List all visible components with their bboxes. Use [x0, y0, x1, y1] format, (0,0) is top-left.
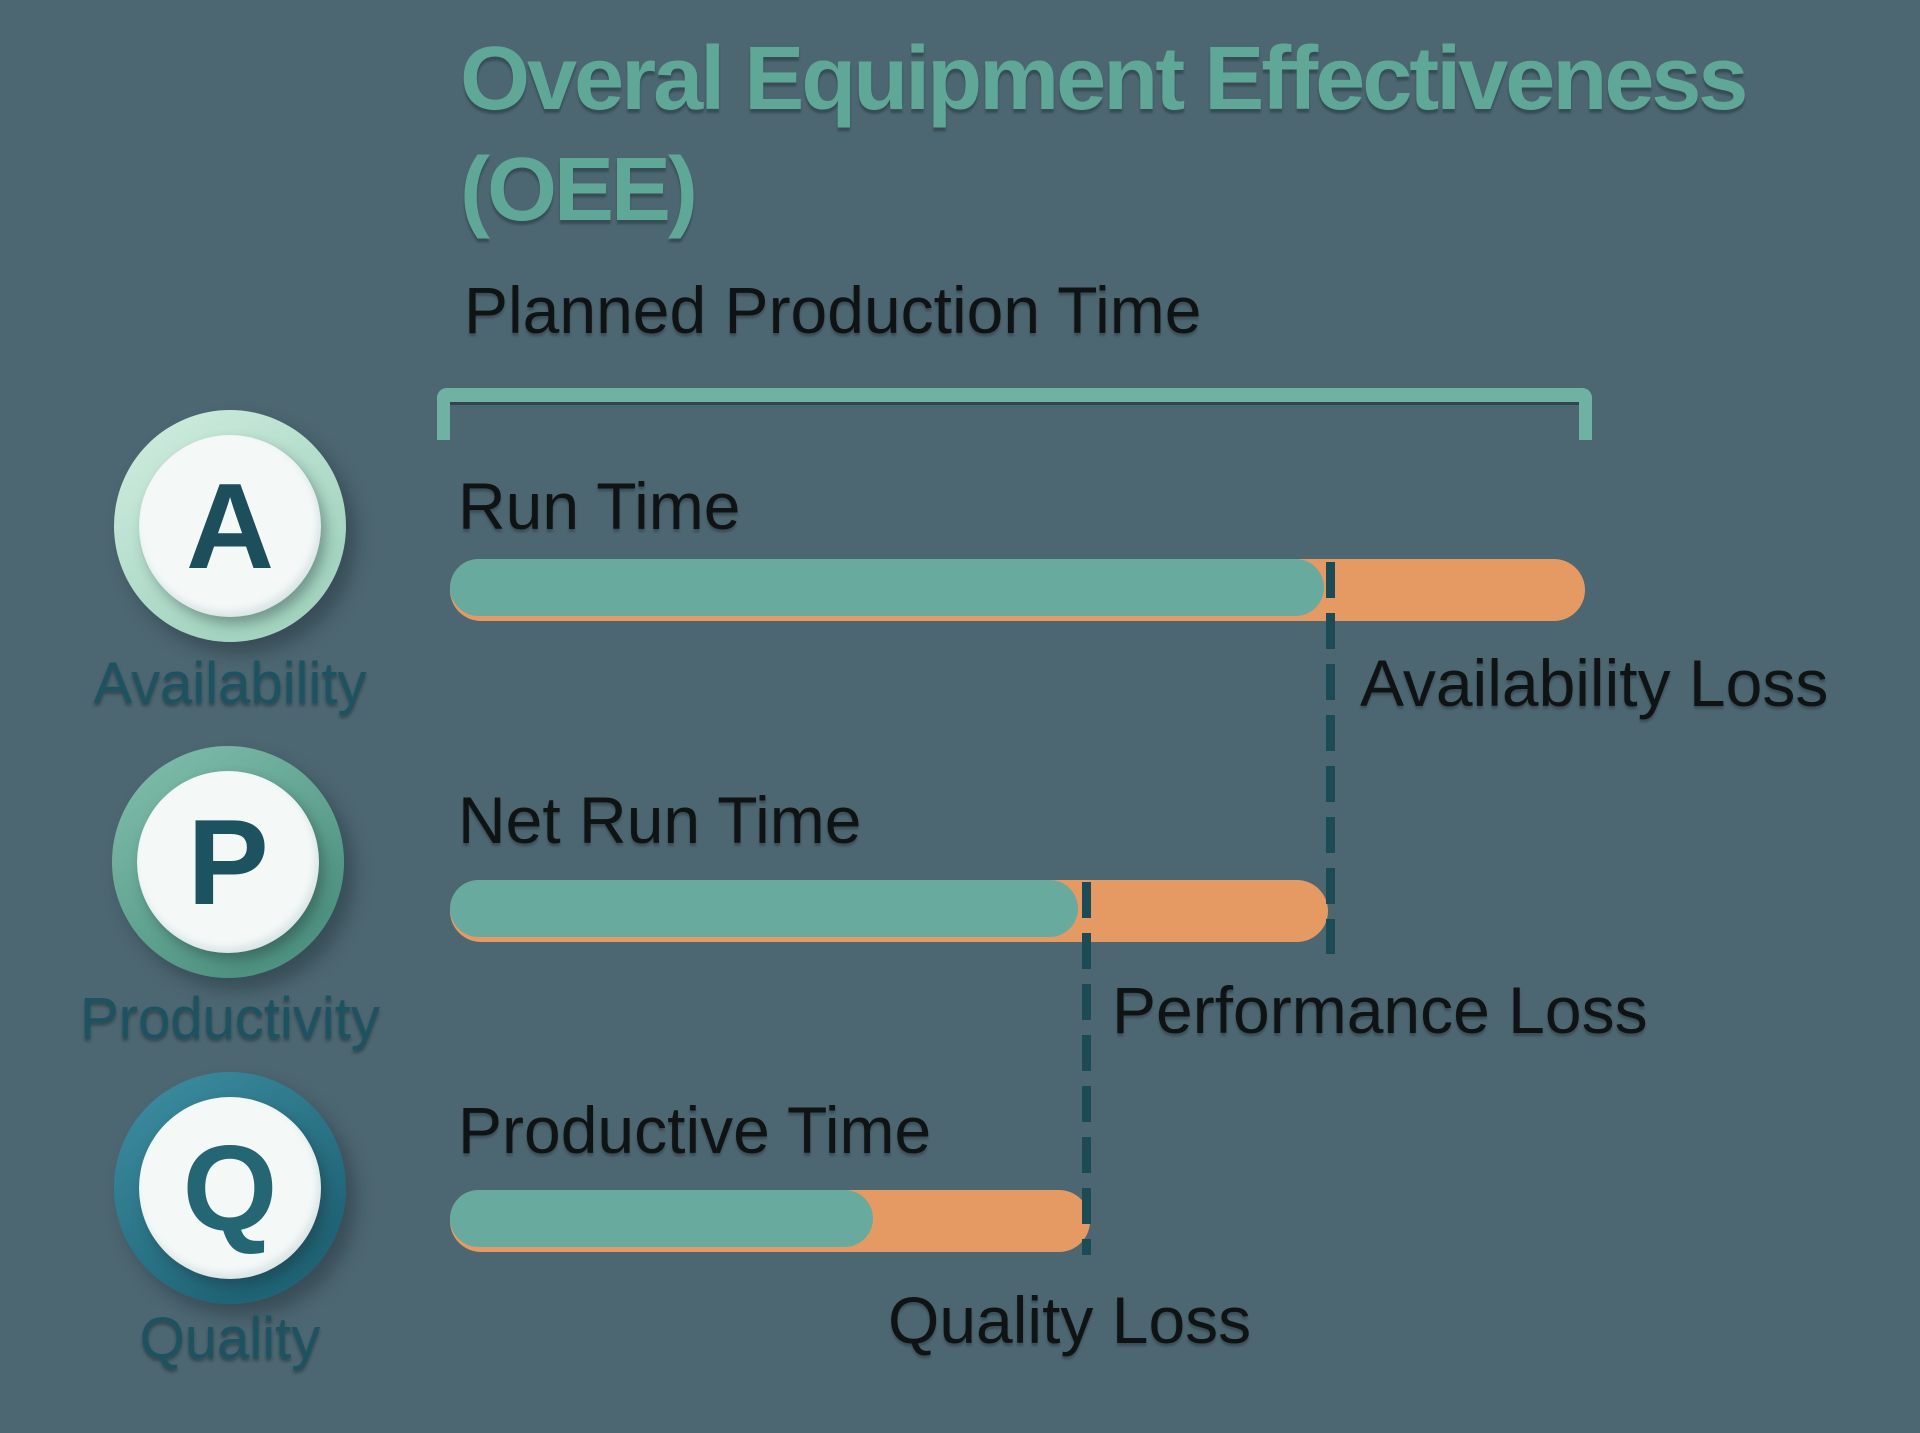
quality-badge: Q [114, 1072, 346, 1304]
net-run-time-label: Net Run Time [458, 783, 862, 857]
planned-production-time-bracket [437, 388, 1592, 440]
bracket-shadow-edge [450, 402, 1579, 405]
productive-time-bar-fill [450, 1190, 873, 1247]
performance-loss-dashed-line [1082, 882, 1091, 1255]
run-time-bar-fill [450, 559, 1324, 616]
quality-loss-label: Quality Loss [888, 1283, 1252, 1357]
net-run-time-bar-fill [450, 880, 1078, 937]
availability-badge: A [114, 410, 346, 642]
run-time-bar [450, 559, 1585, 621]
productivity-badge-letter: P [187, 794, 269, 930]
quality-badge-face: Q [139, 1097, 321, 1279]
planned-production-time-label: Planned Production Time [464, 273, 1202, 347]
page-title: Overal Equipment Effectiveness (OEE) [460, 24, 1748, 245]
availability-badge-letter: A [185, 458, 275, 594]
net-run-time-bar [450, 880, 1328, 942]
productivity-badge-face: P [137, 771, 319, 953]
productivity-label: Productivity [80, 986, 380, 1051]
quality-label: Quality [139, 1306, 321, 1371]
productivity-badge: P [112, 746, 344, 978]
productive-time-bar [450, 1190, 1090, 1252]
productive-time-label: Productive Time [458, 1093, 932, 1167]
availability-label: Availability [93, 651, 367, 716]
quality-badge-letter: Q [182, 1120, 278, 1256]
page-title-line1: Overal Equipment Effectiveness [460, 29, 1748, 129]
availability-loss-dashed-line [1326, 562, 1335, 954]
availability-loss-label: Availability Loss [1360, 646, 1829, 720]
run-time-label: Run Time [458, 469, 741, 543]
page-title-line2: (OEE) [460, 139, 698, 240]
availability-badge-face: A [139, 435, 321, 617]
performance-loss-label: Performance Loss [1112, 973, 1648, 1047]
